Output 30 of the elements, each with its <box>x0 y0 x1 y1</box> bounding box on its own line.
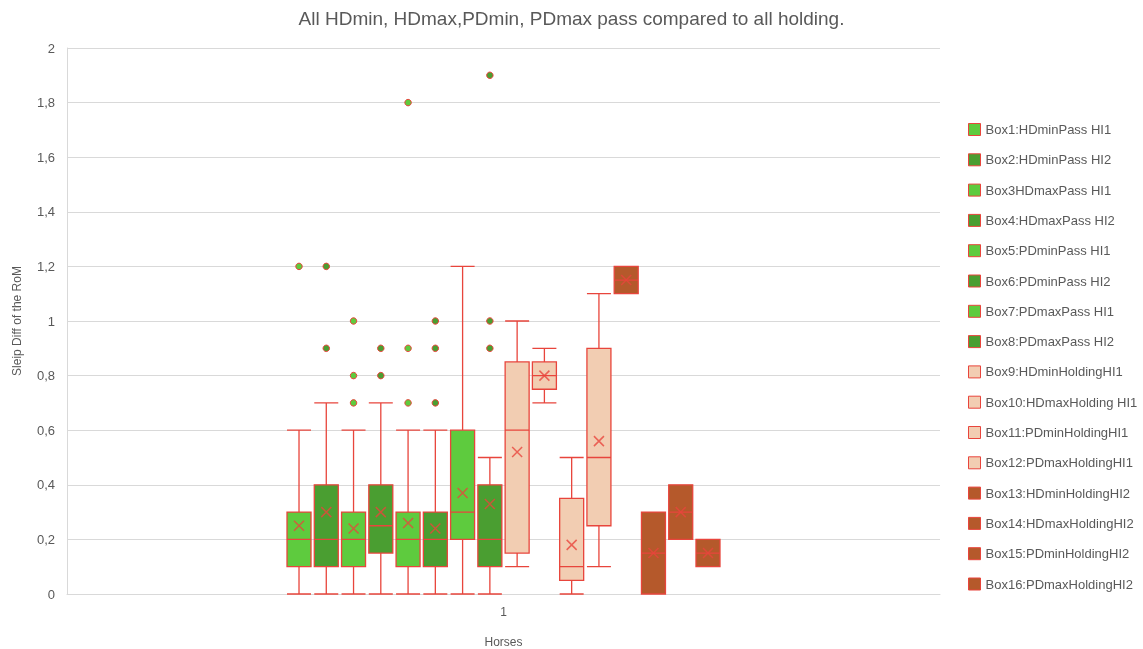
y-tick-label: 0,2 <box>36 531 55 547</box>
legend-label: Box1:HDminPass HI1 <box>985 122 1112 137</box>
y-axis-title: Sleip Diff of the RoM <box>10 266 24 376</box>
legend-label: Box4:HDmaxPass HI2 <box>985 212 1115 228</box>
y-tick-label: 2 <box>47 40 55 56</box>
legend-label: Box12:PDmaxHoldingHI1 <box>985 455 1133 471</box>
legend-label: Box2:HDminPass HI2 <box>985 152 1112 168</box>
legend-label: Box15:PDminHoldingHI2 <box>985 546 1130 562</box>
legend-label: Box13:HDminHoldingHI2 <box>985 485 1131 501</box>
legend-label: Box3HDmaxPass HI1 <box>985 182 1112 198</box>
y-tick-label: 1,4 <box>36 204 55 220</box>
y-tick-label: 1,6 <box>36 149 55 165</box>
legend-label: Box16:PDmaxHoldingHI2 <box>985 576 1133 592</box>
legend-label: Box7:PDmaxPass HI1 <box>985 303 1115 319</box>
legend-label: Box14:HDmaxHoldingHI2 <box>985 515 1134 531</box>
y-tick-label: 1 <box>47 313 55 329</box>
legend-label: Box9:HDminHoldingHI1 <box>985 364 1123 380</box>
legend-label: Box10:HDmaxHolding HI1 <box>985 394 1138 410</box>
legend-label: Box6:PDminPass HI2 <box>985 273 1111 289</box>
y-tick-label: 1,2 <box>36 258 55 274</box>
y-tick-label: 0,6 <box>36 422 55 438</box>
chart-title: All HDmin, HDmax,PDmin, PDmax pass compared to all holding. <box>298 8 845 29</box>
y-tick-label: 0,8 <box>36 368 55 384</box>
y-tick-label: 0,4 <box>36 477 55 493</box>
legend-label: Box8:PDmaxPass HI2 <box>985 334 1115 350</box>
legend-label: Box5:PDminPass HI1 <box>985 243 1111 259</box>
x-axis-title: Horses <box>484 635 523 649</box>
y-tick-label: 1,8 <box>36 95 55 111</box>
y-tick-label: 0 <box>47 586 55 602</box>
legend-label: Box11:PDminHoldingHI1 <box>985 425 1129 440</box>
